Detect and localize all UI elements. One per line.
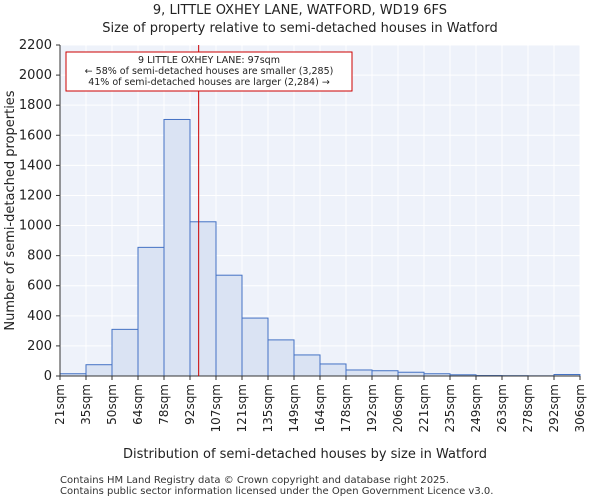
- y-tick-label: 2000: [19, 68, 52, 83]
- bars: [59, 118, 581, 377]
- bar-64sqm: [137, 246, 165, 377]
- x-tick-label: 121sqm: [235, 384, 249, 432]
- x-axis-label: Distribution of semi-detached houses by …: [123, 447, 487, 462]
- bar-121sqm: [241, 317, 269, 377]
- x-tick-label: 21sqm: [53, 384, 67, 425]
- histogram-chart: 0 200 400 600 800 1000 1200 1400 1600 1800 2000 220…: [3, 38, 587, 462]
- bar-164sqm: [319, 363, 347, 377]
- chart-title-address: 9, LITTLE OXHEY LANE, WATFORD, WD19 6FS: [152, 3, 448, 18]
- x-tick-label: 50sqm: [105, 384, 119, 425]
- footer-copyright: Contains HM Land Registry data © Crown c…: [60, 475, 449, 486]
- x-tick-label: 249sqm: [469, 384, 483, 432]
- y-tick-label: 1800: [19, 98, 52, 113]
- bar-149sqm: [293, 354, 321, 377]
- y-tick-label: 800: [27, 249, 52, 264]
- annotation-line: ← 58% of semi-detached houses are smalle…: [85, 66, 334, 77]
- y-tick-label: 1200: [19, 188, 52, 203]
- bar-206sqm: [397, 371, 425, 377]
- y-axis-label: Number of semi-detached properties: [3, 90, 18, 330]
- y-tick-label: 400: [27, 309, 52, 324]
- x-tick-label: 306sqm: [573, 384, 587, 432]
- y-tick-label: 1400: [19, 158, 52, 173]
- y-tick-labels: 0 200 400 600 800 1000 1200 1400 1600 1800 2000 220…: [19, 38, 60, 384]
- x-tick-labels: 21sqm 35sqm 50sqm 64sqm 78sqm 92sqm 107sqm 121s…: [53, 376, 587, 432]
- y-tick-label: 600: [27, 279, 52, 294]
- y-tick-label: 2200: [19, 38, 52, 53]
- x-tick-label: 92sqm: [183, 384, 197, 425]
- bar-135sqm: [267, 339, 295, 377]
- x-tick-label: 149sqm: [287, 384, 301, 432]
- x-tick-label: 164sqm: [313, 384, 327, 432]
- bar-107sqm: [215, 274, 243, 377]
- x-tick-label: 292sqm: [547, 384, 561, 432]
- bar-178sqm: [345, 369, 373, 377]
- chart-subtitle: Size of property relative to semi-detach…: [102, 21, 498, 36]
- annotation-frame: [65, 51, 353, 92]
- y-tick-label: 0: [44, 369, 52, 384]
- y-tick-label: 200: [27, 339, 52, 354]
- annotation-line: 41% of semi-detached houses are larger (…: [88, 77, 330, 88]
- x-tick-label: 64sqm: [131, 384, 145, 425]
- footer-licence: Contains public sector information licen…: [60, 486, 494, 497]
- bar-92sqm: [189, 221, 217, 377]
- annotation-line: 9 LITTLE OXHEY LANE: 97sqm: [138, 55, 280, 66]
- x-tick-label: 221sqm: [417, 384, 431, 432]
- x-tick-label: 78sqm: [157, 384, 171, 425]
- x-tick-label: 178sqm: [339, 384, 353, 432]
- x-tick-label: 107sqm: [209, 384, 223, 432]
- x-tick-label: 206sqm: [391, 384, 405, 432]
- y-tick-label: 1000: [19, 219, 52, 234]
- x-tick-label: 135sqm: [261, 384, 275, 432]
- bar-192sqm: [371, 370, 399, 377]
- annotation-box: 9 LITTLE OXHEY LANE: 97sqm← 58% of semi-…: [65, 51, 353, 92]
- x-tick-label: 278sqm: [521, 384, 535, 432]
- bar-35sqm: [85, 364, 113, 377]
- y-tick-label: 1600: [19, 128, 52, 143]
- x-tick-label: 35sqm: [79, 384, 93, 425]
- x-tick-label: 263sqm: [495, 384, 509, 432]
- x-tick-label: 235sqm: [443, 384, 457, 432]
- bar-78sqm: [163, 118, 191, 377]
- x-tick-label: 192sqm: [365, 384, 379, 432]
- bar-50sqm: [111, 328, 139, 377]
